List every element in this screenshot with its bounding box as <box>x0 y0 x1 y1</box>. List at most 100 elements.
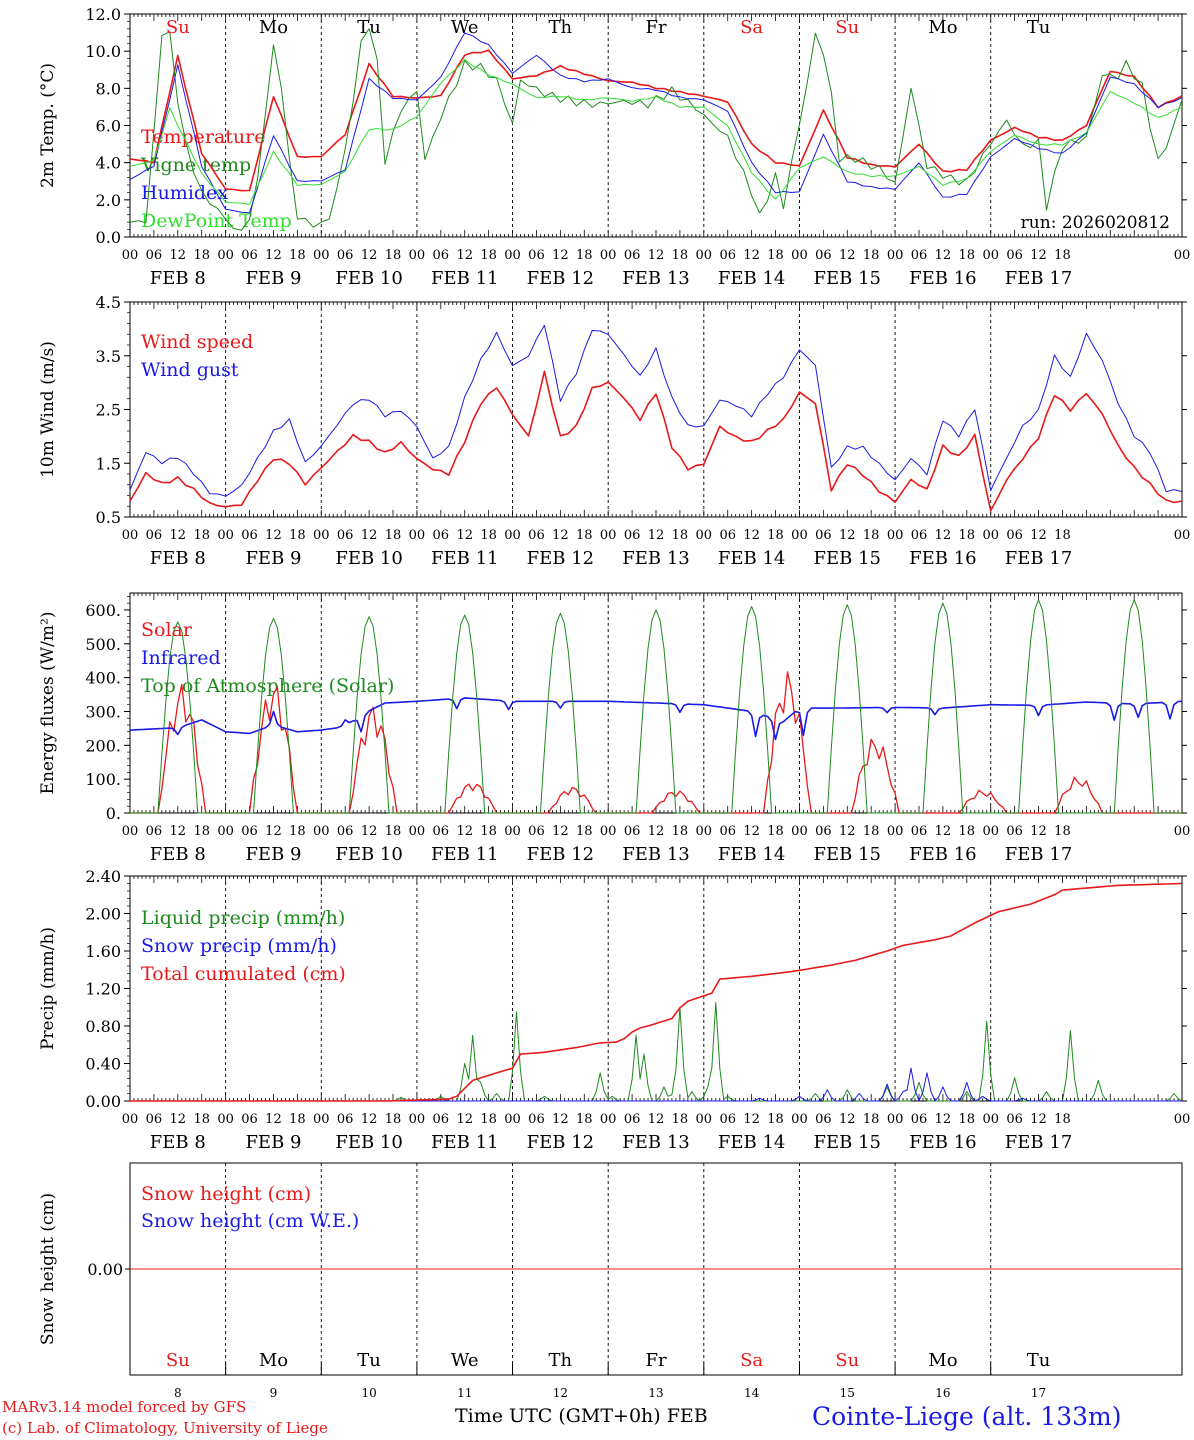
hour-tick-label: 00 <box>504 528 521 543</box>
hour-tick-label: 12 <box>265 824 282 839</box>
hour-tick-label: 12 <box>552 824 569 839</box>
weekday-label: Th <box>549 17 573 38</box>
date-label: FEB 17 <box>1005 268 1072 289</box>
legend-entry: DewPoint Temp <box>141 210 292 232</box>
hour-tick-label: 18 <box>289 528 306 543</box>
hour-tick-label: 12 <box>935 1112 952 1127</box>
y-axis-label: Energy fluxes (W/m²) <box>38 612 58 795</box>
date-label: FEB 11 <box>431 844 498 865</box>
date-label: FEB 12 <box>527 1132 594 1153</box>
date-label: FEB 8 <box>150 548 206 569</box>
hour-tick-label: 12 <box>839 824 856 839</box>
hour-tick-label: 06 <box>624 1112 641 1127</box>
hour-tick-label: 12 <box>648 528 665 543</box>
date-label: FEB 10 <box>335 268 402 289</box>
hour-tick-label: 12 <box>456 1112 473 1127</box>
hour-tick-label: 06 <box>624 528 641 543</box>
hour-tick-label: 12 <box>1030 1112 1047 1127</box>
date-label: FEB 16 <box>909 844 976 865</box>
legend-entry: Vigne temp <box>140 154 251 176</box>
hour-tick-label: 12 <box>743 824 760 839</box>
hour-tick-label: 00 <box>409 248 426 263</box>
legend-entry: Top of Atmosphere (Solar) <box>141 675 394 697</box>
y-tick-label: 1.20 <box>85 980 121 999</box>
hour-tick-label: 18 <box>193 824 210 839</box>
hour-tick-label: 06 <box>1006 1112 1023 1127</box>
weekday-label: Tu <box>1027 1350 1051 1371</box>
hour-tick-label: 06 <box>433 824 450 839</box>
date-label: FEB 17 <box>1005 548 1072 569</box>
weekday-label: Sa <box>740 17 763 38</box>
hour-tick-label: 00 <box>887 1112 904 1127</box>
hour-tick-label: 00 <box>313 248 330 263</box>
station-name: Cointe-Liege (alt. 133m) <box>812 1402 1122 1431</box>
hour-tick-label: 00 <box>122 1112 139 1127</box>
date-label: FEB 10 <box>335 844 402 865</box>
weekday-label: Th <box>549 1350 573 1371</box>
panel-temperature: 0.0 2.0 4.0 6.0 8.0 10.0 12.0 2m Temp. (°C) 00 06… <box>38 5 1190 289</box>
y-axis-label: 2m Temp. (°C) <box>38 63 58 188</box>
hour-tick-label: 12 <box>648 1112 665 1127</box>
hour-tick-label: 00 <box>696 248 713 263</box>
hour-tick-label: 18 <box>1054 824 1071 839</box>
y-tick-label: 300. <box>85 702 121 721</box>
hour-tick-label: 06 <box>911 1112 928 1127</box>
hour-tick-label: 12 <box>839 528 856 543</box>
date-label: FEB 12 <box>527 268 594 289</box>
hour-tick-label: 12 <box>552 248 569 263</box>
hour-tick-label: 06 <box>815 824 832 839</box>
hour-tick-label: 18 <box>385 528 402 543</box>
legend-entry: Temperature <box>141 126 265 148</box>
day-number-label: 14 <box>744 1386 760 1400</box>
day-number-label: 10 <box>361 1386 376 1400</box>
hour-tick-label: 18 <box>1054 528 1071 543</box>
hour-tick-label: 06 <box>815 248 832 263</box>
hour-tick-label: 18 <box>959 528 976 543</box>
hour-tick-label: 12 <box>456 824 473 839</box>
hour-tick-label: 12 <box>839 1112 856 1127</box>
hour-tick-label: 18 <box>672 528 689 543</box>
y-tick-label: 3.5 <box>96 347 121 366</box>
hour-tick-label: 00 <box>600 248 617 263</box>
hour-tick-label: 06 <box>624 824 641 839</box>
hour-tick-label: 00 <box>696 528 713 543</box>
hour-tick-label: 18 <box>480 1112 497 1127</box>
legend-entry: Wind gust <box>141 359 239 381</box>
hour-tick-label: 12 <box>839 248 856 263</box>
hour-tick-label: 12 <box>170 824 187 839</box>
legend-entry: Snow height (cm W.E.) <box>141 1210 359 1232</box>
hour-tick-label: 00 <box>791 528 808 543</box>
weekday-label: Tu <box>357 1350 381 1371</box>
y-tick-label: 1.5 <box>96 454 121 473</box>
hour-tick-label: 12 <box>648 248 665 263</box>
date-label: FEB 14 <box>718 268 785 289</box>
hour-tick-label: 00 <box>217 824 234 839</box>
hour-tick-label: 00 <box>122 248 139 263</box>
hour-tick-label: 12 <box>361 1112 378 1127</box>
y-tick-label: 500. <box>85 635 121 654</box>
hour-tick-label: 06 <box>146 248 163 263</box>
weekday-label: Su <box>166 1350 190 1371</box>
weekday-label: We <box>451 1350 479 1371</box>
y-tick-label: 12.0 <box>85 5 121 24</box>
copyright-credit: (c) Lab. of Climatology, University of L… <box>2 1419 328 1437</box>
series-infrared <box>129 697 1183 741</box>
y-tick-label: 0.40 <box>85 1055 121 1074</box>
legend-entry: Total cumulated (cm) <box>141 963 346 985</box>
weekday-label: Su <box>835 17 859 38</box>
hour-tick-label: 06 <box>337 248 354 263</box>
series-wind-gust <box>129 324 1183 497</box>
legend-entry: Wind speed <box>141 331 253 353</box>
hour-tick-label: 00 <box>600 824 617 839</box>
y-tick-label: 4.0 <box>96 154 121 173</box>
month-label: FEB <box>666 1405 708 1427</box>
y-tick-label: 10.0 <box>85 42 121 61</box>
weekday-label: Fr <box>645 17 666 38</box>
hour-tick-label: 00 <box>122 528 139 543</box>
hour-tick-label: 06 <box>433 528 450 543</box>
hour-tick-label: 12 <box>170 528 187 543</box>
hour-tick-label: 12 <box>935 248 952 263</box>
hour-tick-label: 18 <box>193 1112 210 1127</box>
hour-tick-label: 06 <box>528 1112 545 1127</box>
date-label: FEB 9 <box>245 268 301 289</box>
